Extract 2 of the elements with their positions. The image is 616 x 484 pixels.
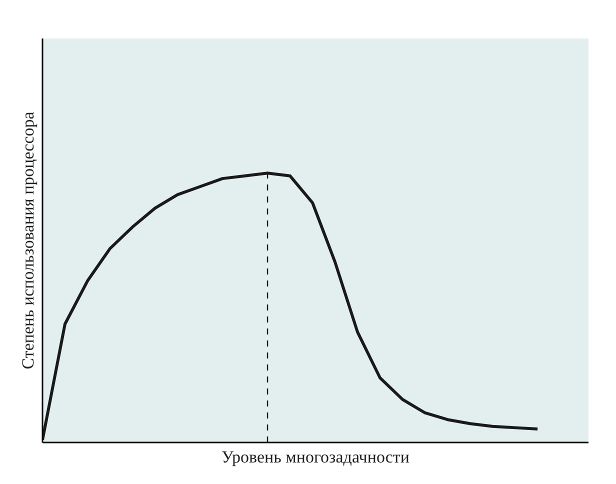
x-axis-title: Уровень многозадачности [222,448,410,466]
y-axis-title: Степень использования процессора [18,111,38,370]
